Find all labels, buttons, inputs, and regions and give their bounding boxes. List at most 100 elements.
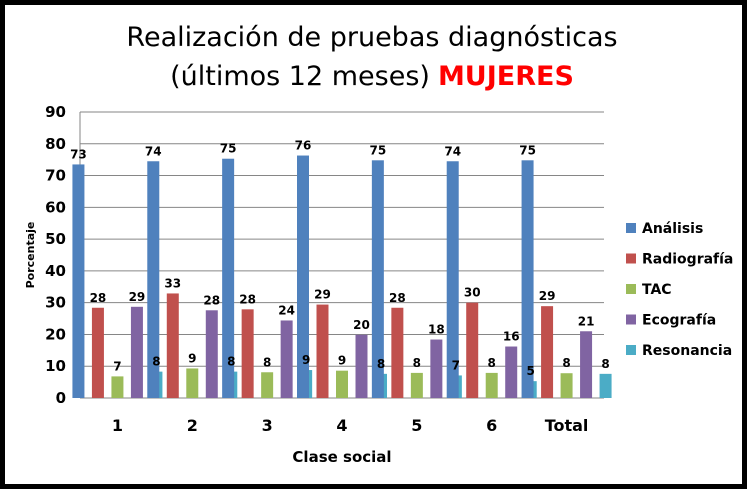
y-axis-title: Porcentaje	[24, 222, 37, 289]
bar-Radiografía-Total	[541, 306, 554, 398]
legend-swatch-Análisis	[626, 223, 636, 233]
bar-TAC-5	[410, 372, 423, 398]
data-label-TAC-Total: 8	[562, 356, 570, 370]
x-tick-4: 4	[336, 416, 347, 435]
legend-label-Ecografía: Ecografía	[642, 313, 716, 329]
bar-Radiografía-6	[466, 302, 479, 398]
y-tick-80: 80	[45, 135, 66, 153]
data-label-Análisis-1: 73	[70, 147, 87, 161]
y-tick-70: 70	[45, 167, 66, 185]
y-tick-10: 10	[45, 357, 66, 375]
data-label-Resonancia-Total: 8	[601, 357, 609, 371]
data-label-Resonancia-3: 9	[302, 353, 310, 367]
chart-subtitle: (últimos 12 meses) MUJERES	[170, 61, 574, 92]
bar-TAC-6	[485, 372, 498, 398]
data-label-Radiografía-Total: 29	[539, 289, 556, 303]
chart-title: Realización de pruebas diagnósticas	[126, 22, 617, 53]
data-label-Radiografía-6: 30	[464, 286, 481, 300]
legend-label-TAC: TAC	[642, 282, 672, 298]
data-label-Ecografía-2: 28	[203, 293, 220, 307]
data-label-Ecografía-5: 18	[428, 323, 445, 337]
data-label-Ecografía-3: 24	[278, 303, 295, 317]
legend: Análisis Radiografía TAC Ecografía Resonanci…	[626, 221, 733, 359]
bar-Radiografía-4	[316, 304, 329, 398]
x-tick-3: 3	[262, 416, 273, 435]
y-tick-60: 60	[45, 198, 66, 216]
x-tick-1: 1	[112, 416, 123, 435]
bar-Ecografía-1	[130, 306, 143, 398]
x-tick-6: 6	[486, 416, 497, 435]
bar-Análisis-1	[72, 164, 85, 398]
bar-Análisis-5	[371, 160, 384, 398]
data-label-Radiografía-1: 28	[90, 291, 107, 305]
data-label-Análisis-Total: 75	[519, 143, 536, 157]
data-label-Resonancia-2: 8	[227, 355, 235, 369]
bar-Radiografía-2	[166, 293, 179, 398]
y-tick-20: 20	[45, 325, 66, 343]
data-label-TAC-5: 8	[413, 356, 421, 370]
bar-Ecografía-2	[205, 310, 218, 398]
y-tick-labels: 0 10 20 30 40 50 60 70 80 90	[45, 103, 66, 407]
bar-TAC-4	[336, 370, 348, 398]
data-label-Análisis-3: 75	[220, 142, 237, 156]
bar-Ecografía-6	[505, 346, 518, 398]
data-label-Análisis-5: 75	[370, 143, 387, 157]
data-label-Resonancia-6: 5	[527, 364, 535, 378]
data-label-TAC-6: 8	[488, 356, 496, 370]
y-tick-90: 90	[45, 103, 66, 121]
legend-label-Resonancia: Resonancia	[642, 343, 732, 359]
data-label-Radiografía-5: 28	[389, 291, 406, 305]
data-label-Ecografía-Total: 21	[578, 314, 595, 328]
data-label-Radiografía-2: 33	[164, 276, 181, 290]
data-label-Ecografía-1: 29	[129, 290, 146, 304]
x-tick-2: 2	[187, 416, 198, 435]
bar-Análisis-6	[446, 161, 459, 398]
data-label-TAC-2: 9	[188, 351, 196, 365]
data-label-Ecografía-4: 20	[353, 318, 370, 332]
legend-label-Radiografía: Radiografía	[642, 252, 733, 268]
data-label-Análisis-6: 74	[444, 144, 461, 158]
bar-Análisis-Total	[521, 160, 534, 398]
y-tick-0: 0	[56, 389, 66, 407]
data-label-Análisis-4: 76	[295, 139, 312, 153]
bar-Radiografía-1	[91, 307, 104, 398]
bar-Ecografía-4	[355, 334, 368, 398]
data-label-Resonancia-1: 8	[152, 355, 160, 369]
data-label-Análisis-2: 74	[145, 144, 162, 158]
bar-Análisis-2	[147, 161, 160, 398]
bar-TAC-2	[186, 368, 199, 398]
chart-subtitle-main: (últimos 12 meses)	[170, 61, 430, 92]
x-tick-Total: Total	[545, 416, 589, 435]
data-label-Radiografía-3: 28	[239, 292, 256, 306]
data-label-TAC-3: 8	[263, 355, 271, 369]
legend-swatch-Ecografía	[626, 314, 636, 325]
bar-Ecografía-5	[430, 339, 443, 398]
bar-Ecografía-Total	[580, 331, 593, 398]
bar-TAC-Total	[560, 373, 573, 398]
x-axis-title: Clase social	[292, 448, 391, 466]
data-label-Resonancia-4: 8	[377, 357, 385, 371]
legend-label-Análisis: Análisis	[642, 221, 703, 237]
legend-swatch-Radiografía	[626, 253, 636, 264]
y-tick-50: 50	[45, 230, 66, 248]
data-label-TAC-1: 7	[113, 359, 121, 373]
chart-subtitle-highlight: MUJERES	[438, 61, 574, 92]
bar-Análisis-3	[222, 158, 235, 398]
data-label-TAC-4: 9	[338, 354, 346, 368]
y-tick-30: 30	[45, 294, 66, 312]
bar-Radiografía-5	[391, 307, 404, 398]
legend-swatch-TAC	[626, 284, 636, 294]
bar-Radiografía-3	[241, 309, 254, 398]
bar-Ecografía-3	[280, 320, 293, 398]
data-labels: 7328729874339288752882497629920875288187…	[70, 139, 610, 379]
data-label-Ecografía-6: 16	[503, 330, 520, 344]
data-label-Resonancia-5: 7	[452, 358, 460, 372]
bar-TAC-1	[111, 376, 124, 398]
data-label-Radiografía-4: 29	[314, 288, 331, 302]
bar-Análisis-4	[297, 155, 309, 398]
legend-swatch-Resonancia	[626, 345, 636, 355]
y-tick-40: 40	[45, 262, 66, 280]
x-tick-5: 5	[411, 416, 422, 435]
x-tick-labels: 1 2 3 4 5 6 Total	[112, 416, 589, 435]
